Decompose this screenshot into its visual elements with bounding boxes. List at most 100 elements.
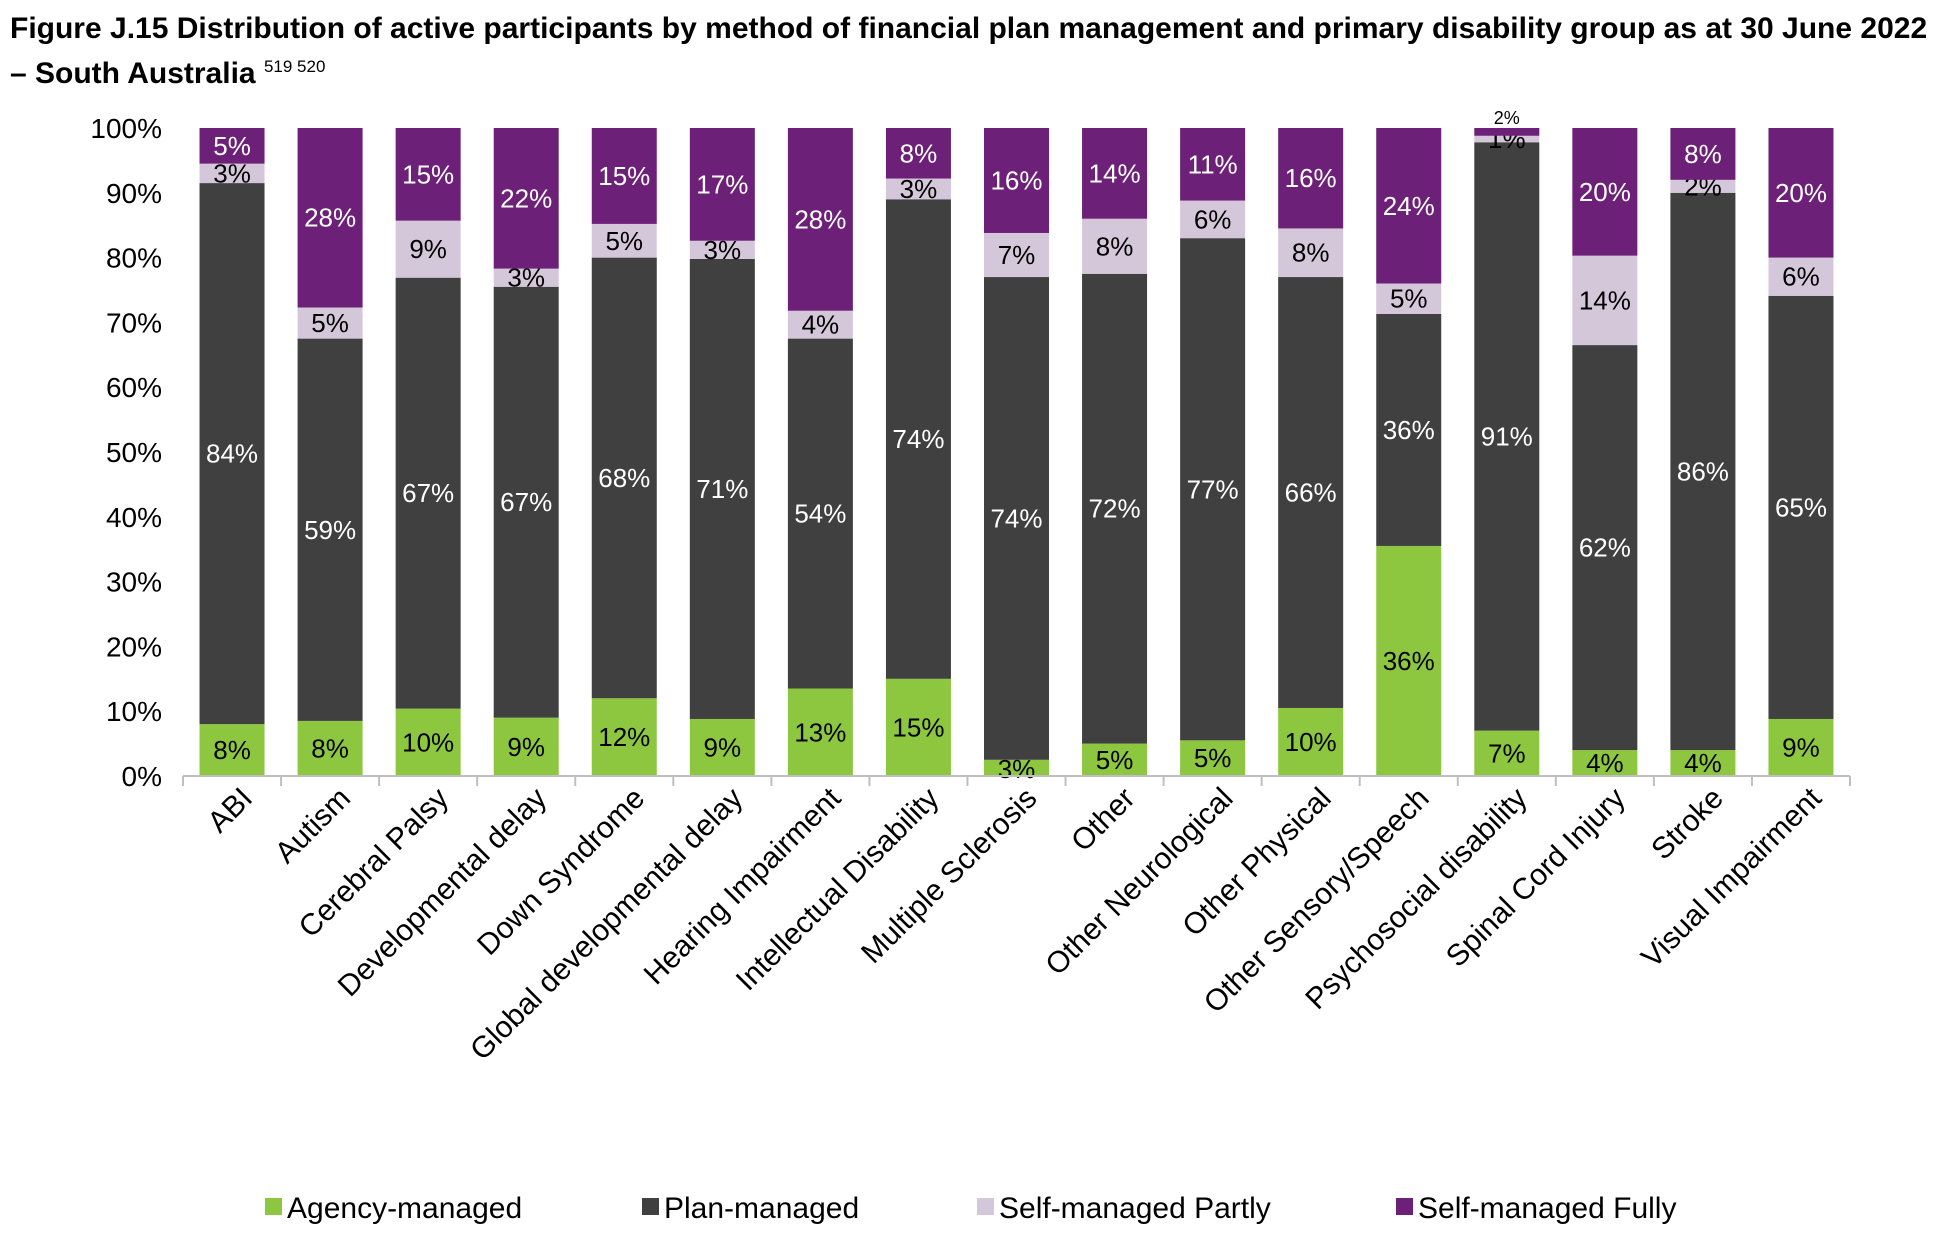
data-label: 20% xyxy=(1579,177,1631,207)
data-label: 11% xyxy=(1188,149,1238,179)
data-label: 20% xyxy=(1775,178,1827,208)
y-tick-label: 80% xyxy=(106,243,162,274)
legend-swatch xyxy=(265,1198,282,1215)
bar-segment-self-managed-partly xyxy=(1768,257,1834,296)
bar-segment-self-managed-fully xyxy=(787,128,853,311)
data-label: 5% xyxy=(1390,284,1428,314)
bar-segment-plan-managed xyxy=(787,338,853,689)
y-tick-label: 40% xyxy=(106,502,162,533)
data-label: 7% xyxy=(998,240,1036,270)
y-tick-label: 10% xyxy=(106,696,162,727)
data-label: 8% xyxy=(900,138,938,168)
bar-segment-self-managed-fully xyxy=(395,128,461,221)
legend: Agency-managed Plan-managed Self-managed P… xyxy=(265,1192,1676,1225)
bar-segment-plan-managed xyxy=(1572,345,1638,751)
bar-segment-agency-managed xyxy=(1278,707,1344,776)
data-label: 67% xyxy=(500,487,552,517)
data-label: 71% xyxy=(696,474,748,504)
bar-segment-agency-managed xyxy=(297,720,363,776)
data-label: 5% xyxy=(1096,745,1134,775)
y-tick-label: 60% xyxy=(106,372,162,403)
bar-segment-self-managed-partly xyxy=(1376,283,1442,314)
data-label: 8% xyxy=(311,733,349,763)
data-label: 7% xyxy=(1488,738,1526,768)
data-label: 74% xyxy=(990,503,1042,533)
bar-segment-agency-managed xyxy=(1474,730,1540,776)
legend-swatch xyxy=(977,1198,994,1215)
bar-segment-plan-managed xyxy=(1768,295,1834,719)
figure-title: Figure J.15 Distribution of active parti… xyxy=(10,10,1930,93)
bar-segment-self-managed-partly xyxy=(297,307,363,339)
data-label: 5% xyxy=(213,131,251,161)
data-label: 5% xyxy=(605,226,643,256)
bar-segment-self-managed-partly xyxy=(689,240,755,259)
bar-segment-self-managed-fully xyxy=(493,128,559,269)
bar-segment-self-managed-fully xyxy=(1082,128,1148,219)
data-label: 77% xyxy=(1187,474,1239,504)
data-label: 22% xyxy=(500,183,552,213)
bar-segment-self-managed-fully xyxy=(1278,128,1344,229)
legend-label: Plan-managed xyxy=(664,1192,859,1225)
y-tick-label: 100% xyxy=(90,113,162,144)
bar-segment-self-managed-partly xyxy=(1180,200,1246,239)
legend-swatch xyxy=(1396,1198,1413,1215)
data-label: 6% xyxy=(1194,204,1232,234)
y-tick-label: 0% xyxy=(122,761,162,792)
bar-segment-plan-managed xyxy=(1474,142,1540,731)
data-label: 4% xyxy=(1586,748,1624,778)
legend-label: Self-managed Fully xyxy=(1418,1192,1676,1225)
data-label: 9% xyxy=(507,732,545,762)
bar-segment-agency-managed xyxy=(1180,740,1246,776)
bar-segment-self-managed-fully xyxy=(297,128,363,308)
bar-segment-plan-managed xyxy=(1082,273,1148,744)
bar-segment-agency-managed xyxy=(1768,718,1834,776)
bar-segment-self-managed-fully xyxy=(984,128,1049,233)
data-label: 9% xyxy=(409,234,447,264)
data-label: 72% xyxy=(1089,494,1141,524)
bar-segment-agency-managed xyxy=(395,708,461,776)
bar-segment-agency-managed xyxy=(1670,750,1736,776)
y-tick-label: 20% xyxy=(106,631,162,662)
data-label: 24% xyxy=(1383,191,1435,221)
bar-segment-agency-managed xyxy=(1572,750,1638,776)
bar-segment-plan-managed xyxy=(199,183,265,725)
data-label: 62% xyxy=(1579,533,1631,563)
bar-segment-agency-managed xyxy=(1376,545,1442,776)
bar-segment-agency-managed xyxy=(1082,743,1148,776)
y-axis: 0% 10% 20% 30% 40% 50% 60% 70% 80% 90% 100% xyxy=(90,113,162,792)
data-label: 59% xyxy=(304,515,356,545)
x-tick-label: Other Neurological xyxy=(1039,782,1239,982)
bar-segment-self-managed-fully xyxy=(1670,128,1736,180)
figure-title-text: Figure J.15 Distribution of active parti… xyxy=(10,12,1928,90)
data-label: 28% xyxy=(794,204,846,234)
data-label: 2% xyxy=(1494,108,1520,128)
bar-segment-agency-managed xyxy=(199,724,265,776)
data-label: 91% xyxy=(1481,421,1533,451)
data-label: 10% xyxy=(402,727,454,757)
bar-segment-plan-managed xyxy=(493,286,559,718)
bar-segment-plan-managed xyxy=(1376,313,1442,546)
x-tick-label: ABI xyxy=(201,782,259,840)
data-label: 54% xyxy=(794,499,846,529)
legend-swatch xyxy=(642,1198,659,1215)
data-label: 28% xyxy=(304,203,356,233)
bar-segment-self-managed-partly xyxy=(984,232,1049,278)
data-label: 10% xyxy=(1285,727,1337,757)
data-label: 68% xyxy=(598,463,650,493)
bar-segment-self-managed-fully xyxy=(1572,128,1638,256)
x-tick-label: Visual Impairment xyxy=(1635,781,1828,974)
data-label: 84% xyxy=(206,439,258,469)
x-tick-label: Other xyxy=(1065,782,1141,858)
bar-segment-agency-managed xyxy=(689,718,755,776)
bar-segment-agency-managed xyxy=(493,717,559,776)
data-label: 36% xyxy=(1383,646,1435,676)
bar-segment-agency-managed xyxy=(591,698,657,776)
legend-label: Agency-managed xyxy=(287,1192,522,1225)
data-label: 67% xyxy=(402,478,454,508)
data-label: 65% xyxy=(1775,492,1827,522)
data-label: 9% xyxy=(704,732,742,762)
bar-segment-plan-managed xyxy=(689,258,755,719)
data-label: 5% xyxy=(1194,743,1232,773)
x-tick-label: Multiple Sclerosis xyxy=(855,782,1043,970)
